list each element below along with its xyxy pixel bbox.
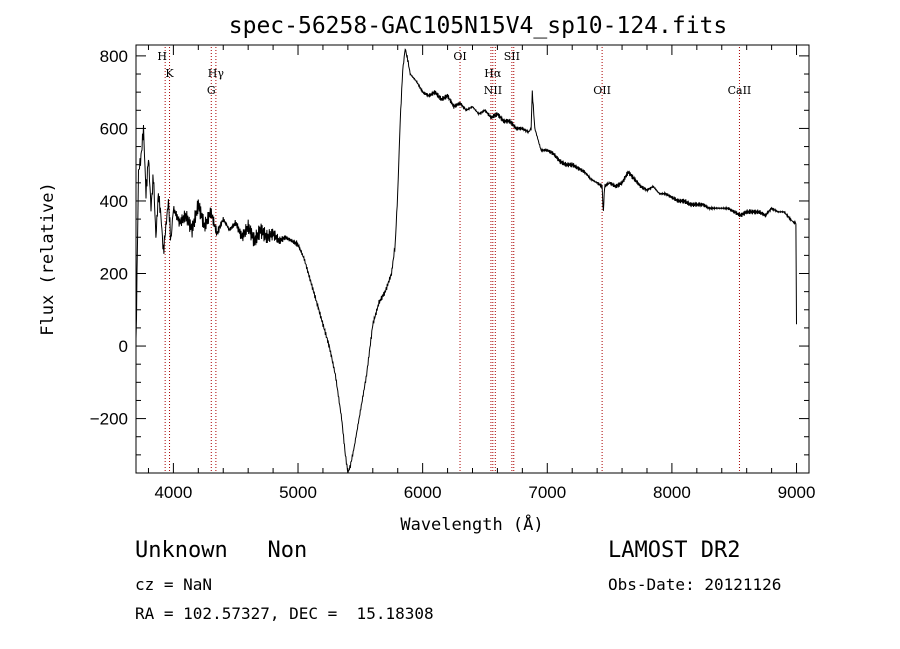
x-tick-label: 8000 — [653, 483, 691, 502]
y-axis-ticks: −200 0 200 400 600 800 — [90, 47, 809, 456]
line-label: K — [165, 67, 174, 80]
y-tick-label: −200 — [90, 410, 128, 429]
line-label: Hγ — [208, 67, 225, 80]
x-tick-label: 4000 — [154, 483, 192, 502]
line-label: CaII — [728, 84, 752, 97]
line-label: NII — [484, 84, 502, 97]
x-tick-label: 7000 — [528, 483, 566, 502]
x-axis-title: Wavelength (Å) — [400, 513, 543, 535]
plot-frame — [135, 44, 810, 474]
y-tick-label: 600 — [100, 119, 128, 138]
object-class: Unknown Non — [135, 538, 308, 563]
redshift-cz: cz = NaN — [135, 575, 213, 594]
observation-date: Obs-Date: 20121126 — [608, 575, 782, 594]
sky-coordinates: RA = 102.57327, DEC = 15.18308 — [135, 604, 434, 623]
line-label: Hα — [484, 67, 502, 80]
line-label: OI — [453, 50, 466, 63]
x-axis-ticks: 4000 5000 6000 7000 8000 9000 — [147, 45, 816, 502]
line-label: H — [157, 50, 167, 63]
y-axis-title: Flux (relative) — [38, 182, 58, 336]
emission-line-markers — [164, 47, 740, 471]
line-label: SII — [504, 50, 520, 63]
survey-name: LAMOST DR2 — [608, 538, 741, 563]
x-tick-label: 9000 — [778, 483, 816, 502]
y-tick-label: 800 — [100, 47, 128, 66]
spectrum-series — [135, 48, 797, 474]
chart-title: spec-56258-GAC105N15V4_sp10-124.fits — [229, 13, 728, 39]
line-label: G — [207, 84, 216, 97]
x-tick-label: 5000 — [279, 483, 317, 502]
y-tick-label: 200 — [100, 265, 128, 284]
y-tick-label: 0 — [119, 337, 128, 356]
line-label: OII — [593, 84, 611, 97]
y-tick-label: 400 — [100, 192, 128, 211]
spectrum-chart: spec-56258-GAC105N15V4_sp10-124.fits HK G… — [38, 13, 816, 535]
x-tick-label: 6000 — [404, 483, 442, 502]
